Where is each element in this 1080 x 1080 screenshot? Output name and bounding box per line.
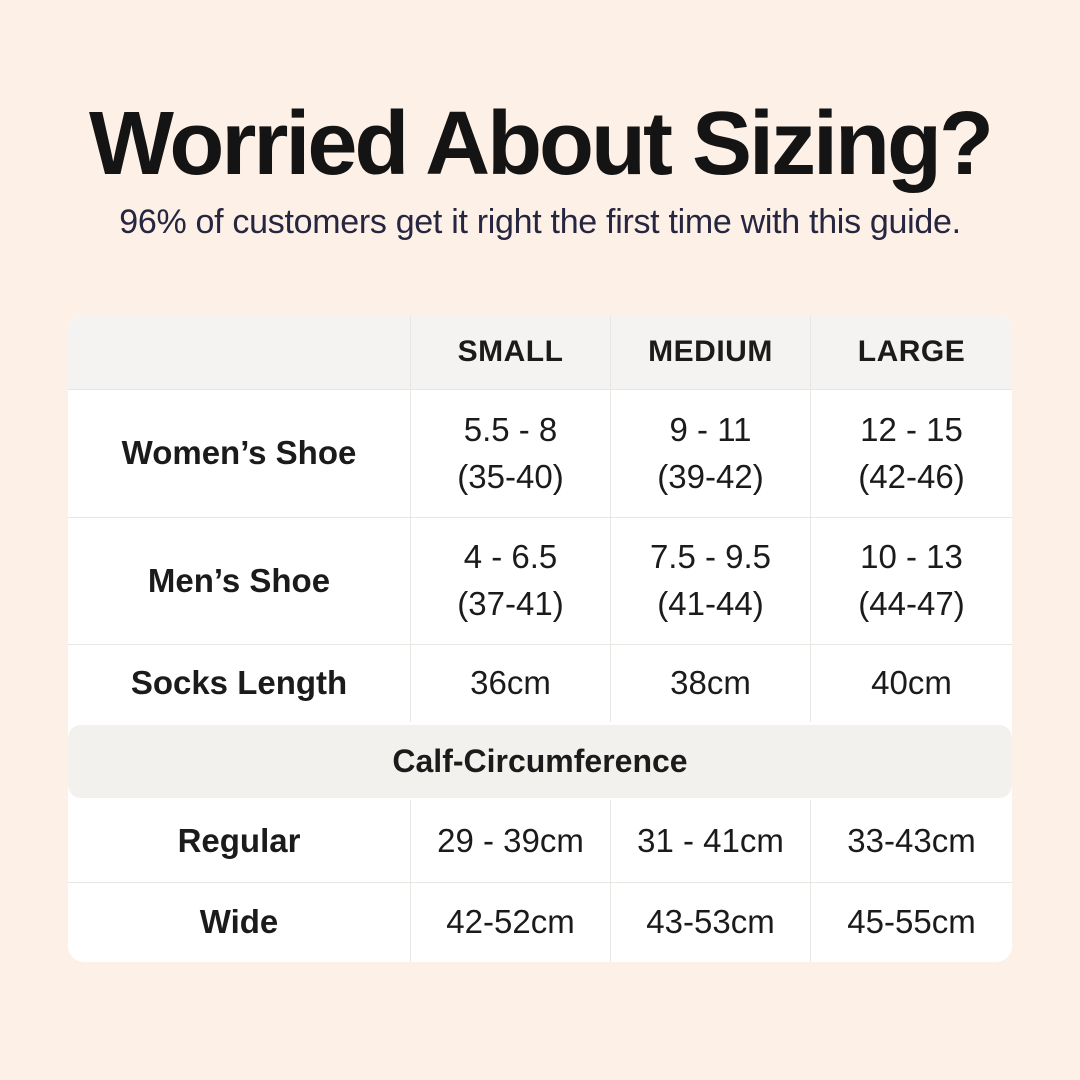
cell-line-2: (35-40) [457,457,564,495]
cell-regular-large: 33-43cm [811,800,1012,883]
cell-regular-medium: 31 - 41cm [611,800,811,883]
row-label-regular: Regular [68,800,411,883]
cell-womens-medium: 9 - 11 (39-42) [611,390,811,518]
cell-line-1: 7.5 - 9.5 [649,538,772,576]
cell-line-2: (37-41) [457,585,564,622]
cell-wide-small: 42-52cm [411,883,611,962]
cell-line-2: (41-44) [657,585,764,622]
cell-womens-large: 12 - 15 (42-46) [811,390,1012,518]
cell-line-1: 12 - 15 [860,410,963,448]
cell-line-1: 10 - 13 [860,538,963,576]
cell-mens-small: 4 - 6.5 (37-41) [411,518,611,645]
cell-line-2: (39-42) [657,457,764,495]
col-header-small: SMALL [411,315,611,390]
cell-mens-medium: 7.5 - 9.5 (41-44) [611,518,811,645]
cell-mens-large: 10 - 13 (44-47) [811,518,1012,645]
cell-line-2: (44-47) [858,585,965,622]
cell-wide-large: 45-55cm [847,903,976,941]
page-title: Worried About Sizing? [89,94,994,194]
cell-regular-small: 29 - 39cm [411,800,611,883]
col-header-large: LARGE [811,315,1012,390]
cell-wide-medium: 43-53cm [611,883,811,962]
row-label-womens-shoe: Women’s Shoe [68,390,411,518]
cell-line-1: 9 - 11 [669,410,752,448]
size-guide-table: SMALL MEDIUM LARGE Women’s Shoe 5.5 - 8 … [68,315,1012,962]
cell-socks-medium: 38cm [611,645,811,722]
page-subtitle: 96% of customers get it right the first … [119,202,961,241]
col-header-medium: MEDIUM [611,315,811,390]
row-label-wide: Wide [68,883,411,962]
row-label-socks-length: Socks Length [68,645,411,722]
section-header-calf-circumference: Calf-Circumference [68,725,1012,798]
cell-line-1: 4 - 6.5 [463,538,558,576]
cell-socks-large: 40cm [871,664,952,702]
cell-line-1: 5.5 - 8 [463,410,558,448]
cell-line-2: (42-46) [858,457,965,495]
cell-socks-small: 36cm [411,645,611,722]
corner-cell [68,315,411,390]
row-label-mens-shoe: Men’s Shoe [68,518,411,645]
hero-header: Worried About Sizing? 96% of customers g… [0,94,1080,242]
cell-womens-small: 5.5 - 8 (35-40) [411,390,611,518]
